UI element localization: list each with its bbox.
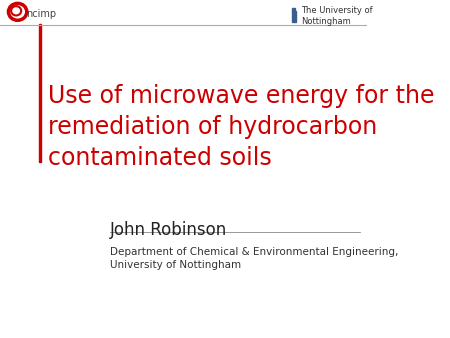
Text: ncimp: ncimp: [27, 9, 57, 19]
Bar: [294, 8, 295, 11]
Text: Department of Chemical & Environmental Engineering,
University of Nottingham: Department of Chemical & Environmental E…: [110, 247, 398, 270]
Bar: [39, 24, 41, 162]
Text: Use of microwave energy for the
remediation of hydrocarbon
contaminated soils: Use of microwave energy for the remediat…: [48, 84, 434, 170]
Bar: [292, 8, 293, 11]
Text: The University of
Nottingham: The University of Nottingham: [301, 6, 373, 26]
Bar: [292, 11, 296, 22]
Text: John Robinson: John Robinson: [110, 221, 227, 239]
